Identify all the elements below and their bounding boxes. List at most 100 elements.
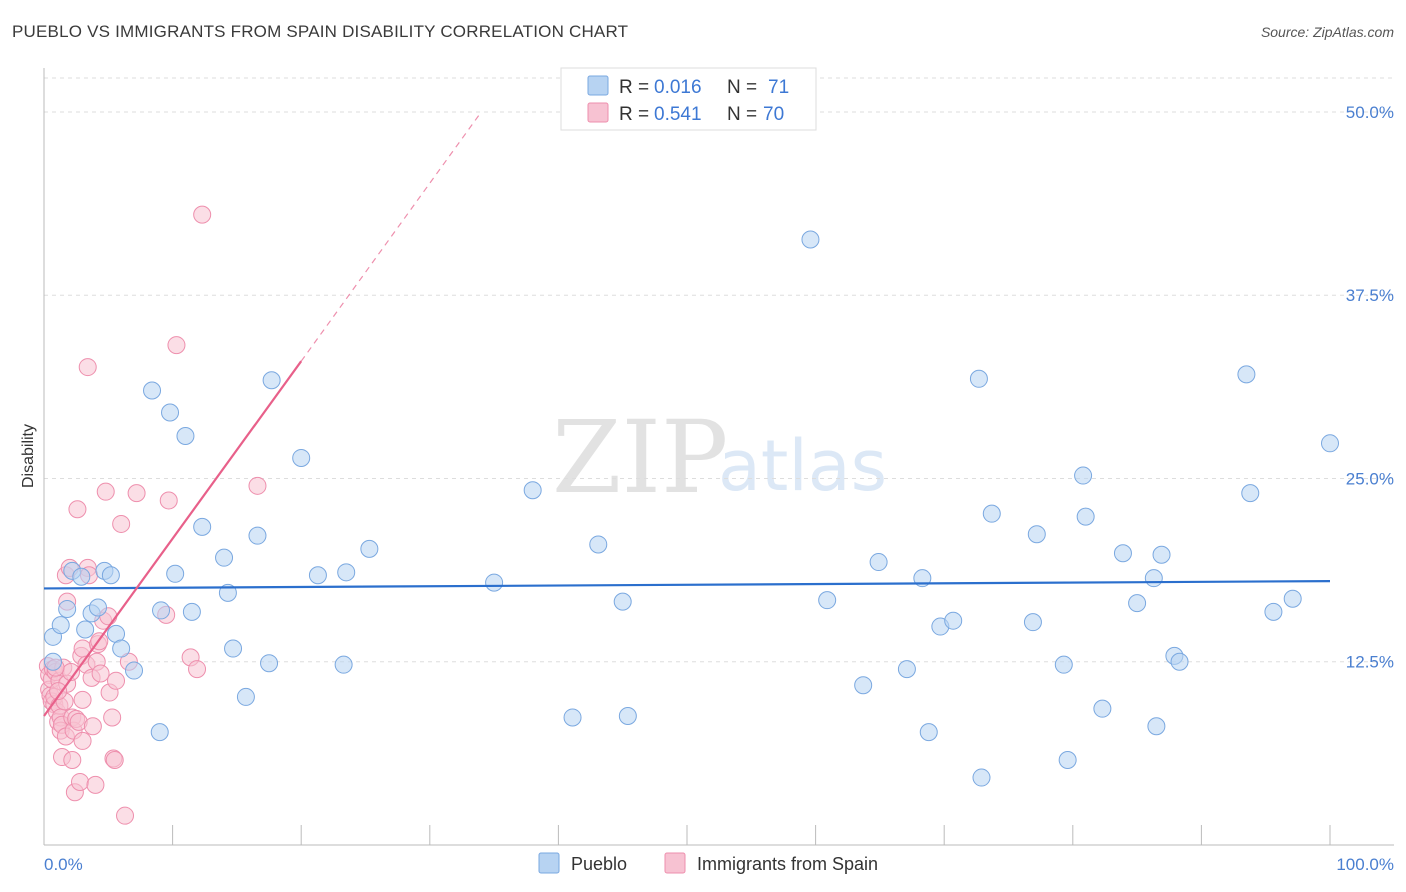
watermark-atlas: atlas: [718, 425, 887, 507]
data-point-spain: [159, 491, 178, 510]
data-point-pueblo: [613, 592, 632, 611]
data-point-pueblo: [1128, 594, 1147, 613]
stats-legend: R = 0.016 N = 71 R = 0.541 N = 70: [560, 67, 817, 131]
y-tick-label: 12.5%: [1346, 653, 1394, 672]
data-point-pueblo: [215, 548, 234, 567]
y-tick-label: 37.5%: [1346, 286, 1394, 305]
data-point-pueblo: [1152, 545, 1171, 564]
data-point-spain: [112, 514, 131, 533]
data-point-pueblo: [72, 567, 91, 586]
data-point-pueblo: [112, 639, 131, 658]
data-point-spain: [193, 205, 212, 224]
data-point-spain: [127, 484, 146, 503]
data-point-spain: [91, 664, 110, 683]
data-point-pueblo: [1093, 699, 1112, 718]
data-point-pueblo: [176, 426, 195, 445]
data-point-spain: [78, 358, 97, 377]
legend-r-label-pueblo: R =: [619, 77, 649, 98]
data-point-pueblo: [166, 564, 185, 583]
data-point-pueblo: [1058, 750, 1077, 769]
data-point-pueblo: [523, 481, 542, 500]
data-point-pueblo: [982, 504, 1001, 523]
legend-n-value-pueblo: 71: [768, 77, 789, 98]
gridlines: [44, 77, 1394, 663]
legend-n-label-pueblo: N =: [727, 77, 757, 98]
data-point-pueblo: [618, 706, 637, 725]
data-point-pueblo: [101, 566, 120, 585]
y-tick-label: 50.0%: [1346, 103, 1394, 122]
data-point-pueblo: [1237, 365, 1256, 384]
data-point-pueblo: [44, 652, 63, 671]
x-tick-label-max: 100.0%: [1336, 855, 1394, 874]
series-legend: Pueblo Immigrants from Spain: [538, 852, 878, 874]
data-point-pueblo: [969, 369, 988, 388]
data-point-pueblo: [218, 583, 237, 602]
data-point-spain: [116, 806, 135, 825]
data-point-pueblo: [1283, 589, 1302, 608]
data-point-pueblo: [161, 403, 180, 422]
bottom-legend-swatch-spain: [664, 852, 686, 874]
data-point-pueblo: [1023, 613, 1042, 632]
bottom-legend-label-spain: Immigrants from Spain: [697, 854, 878, 874]
data-point-pueblo: [1147, 717, 1166, 736]
data-point-spain: [71, 772, 90, 791]
data-point-pueblo: [51, 616, 70, 635]
data-point-pueblo: [125, 661, 144, 680]
data-point-pueblo: [193, 517, 212, 536]
data-point-spain: [68, 500, 87, 519]
data-point-spain: [188, 660, 207, 679]
data-point-spain: [103, 708, 122, 727]
data-point-spain: [73, 731, 92, 750]
legend-r-value-spain: 0.541: [654, 104, 702, 125]
legend-swatch-pueblo: [587, 75, 609, 96]
data-point-pueblo: [944, 611, 963, 630]
data-point-pueblo: [589, 535, 608, 554]
data-point-pueblo: [1054, 655, 1073, 674]
y-tick-label: 25.0%: [1346, 469, 1394, 488]
x-tick-label-min: 0.0%: [44, 855, 83, 874]
data-point-pueblo: [1321, 434, 1339, 453]
watermark-zip: ZIP: [552, 399, 728, 516]
data-point-spain: [86, 775, 105, 794]
data-point-pueblo: [818, 591, 837, 610]
data-point-pueblo: [897, 660, 916, 679]
data-point-spain: [63, 750, 82, 769]
data-point-spain: [73, 690, 92, 709]
data-point-pueblo: [58, 599, 77, 618]
data-point-pueblo: [1170, 652, 1189, 671]
data-point-pueblo: [150, 723, 169, 742]
data-point-pueblo: [972, 768, 991, 787]
data-point-pueblo: [236, 687, 255, 706]
data-point-pueblo: [869, 553, 888, 572]
data-point-pueblo: [1264, 602, 1283, 621]
data-point-pueblo: [262, 371, 281, 390]
bottom-legend-swatch-pueblo: [538, 852, 560, 874]
data-point-pueblo: [292, 448, 311, 467]
trend-lines: [43, 111, 1331, 717]
legend-swatch-spain: [587, 102, 609, 123]
data-point-pueblo: [224, 639, 243, 658]
data-point-spain: [49, 682, 68, 701]
trend-line-spain: [43, 360, 303, 717]
data-point-pueblo: [143, 381, 162, 400]
data-point-spain: [107, 671, 126, 690]
data-point-pueblo: [1144, 569, 1163, 588]
chart-title: PUEBLO VS IMMIGRANTS FROM SPAIN DISABILI…: [12, 22, 629, 41]
data-point-spain: [167, 336, 186, 355]
data-point-spain: [83, 717, 102, 736]
data-point-pueblo: [919, 723, 938, 742]
legend-n-value-spain: 70: [763, 104, 784, 125]
legend-r-label-spain: R =: [619, 104, 649, 125]
data-point-spain: [96, 482, 115, 501]
data-point-pueblo: [334, 655, 353, 674]
data-point-pueblo: [1113, 544, 1132, 563]
data-point-spain: [105, 750, 124, 769]
data-point-pueblo: [308, 566, 327, 585]
bottom-legend-label-pueblo: Pueblo: [571, 854, 627, 874]
data-point-pueblo: [1076, 507, 1095, 526]
data-point-pueblo: [563, 708, 582, 727]
y-tick-labels: 12.5% 25.0% 37.5% 50.0%: [1346, 103, 1394, 672]
data-point-pueblo: [89, 598, 108, 617]
trend-line-spain-extension: [300, 111, 482, 362]
